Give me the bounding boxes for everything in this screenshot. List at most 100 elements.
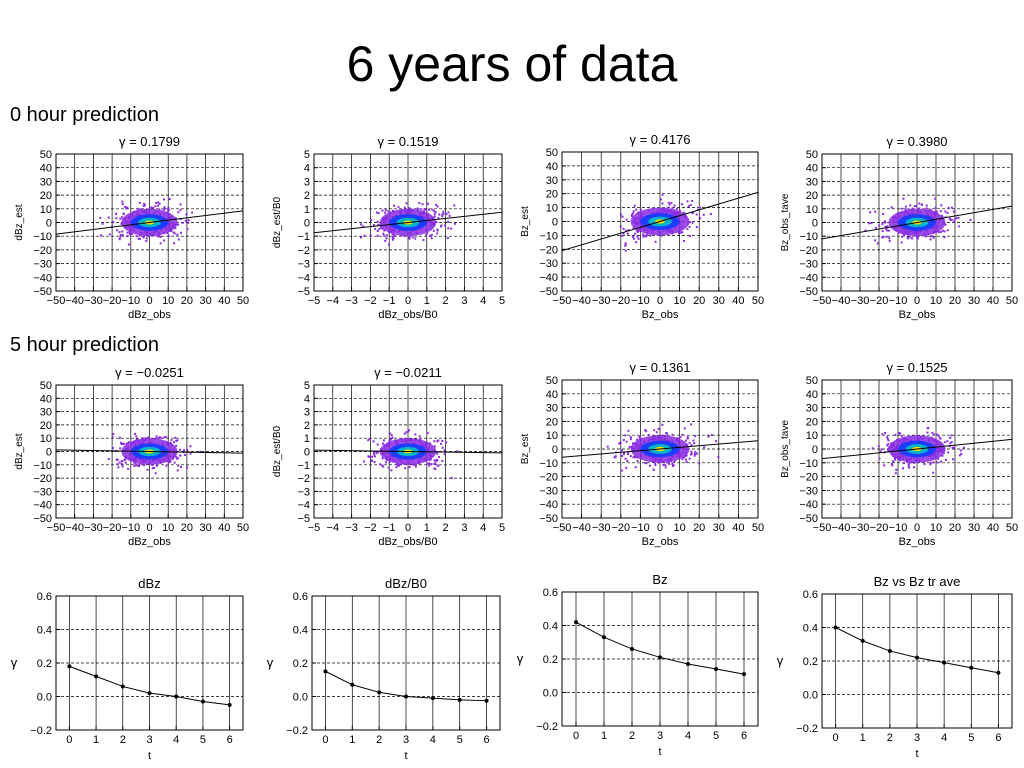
y-tick-label: 50 bbox=[806, 149, 818, 161]
scatter-point bbox=[624, 244, 627, 247]
scatter-point bbox=[120, 443, 123, 446]
scatter-point bbox=[900, 434, 903, 437]
x-tick-label: −10 bbox=[121, 295, 140, 307]
scatter-point bbox=[120, 459, 123, 462]
data-point bbox=[996, 670, 1001, 675]
scatter-point bbox=[937, 435, 940, 438]
x-tick-label: 6 bbox=[995, 732, 1001, 744]
x-tick-label: 2 bbox=[120, 734, 126, 746]
scatter-point bbox=[159, 242, 162, 245]
chart-panel-1: −50 −40 −30 −20 −10 0 10 20 30 40 5050403020100−10… bbox=[14, 134, 249, 321]
y-tick-label: −20 bbox=[539, 244, 558, 256]
x-tick-label: −30 bbox=[851, 522, 870, 534]
scatter-point bbox=[883, 220, 886, 223]
y-tick-label: −0.2 bbox=[286, 725, 308, 737]
scatter-point bbox=[944, 458, 947, 461]
x-tick-label: −40 bbox=[832, 522, 851, 534]
scatter-point bbox=[634, 232, 637, 235]
scatter-point bbox=[892, 460, 895, 463]
y-tick-label: 0 bbox=[812, 218, 818, 230]
data-point bbox=[942, 660, 947, 665]
x-tick-label: 10 bbox=[673, 522, 685, 534]
scatter-point bbox=[681, 231, 684, 234]
scatter-point bbox=[391, 436, 394, 439]
scatter-point bbox=[151, 467, 154, 470]
scatter-point bbox=[181, 221, 184, 224]
x-tick-label: −30 bbox=[592, 522, 611, 534]
y-tick-label: −50 bbox=[799, 513, 818, 525]
data-point bbox=[94, 674, 99, 679]
x-tick-label: 0 bbox=[405, 522, 411, 534]
scatter-point bbox=[186, 448, 189, 451]
scatter-point bbox=[382, 439, 385, 442]
scatter-point bbox=[448, 214, 451, 217]
scatter-point bbox=[121, 233, 124, 236]
scatter-point bbox=[176, 439, 179, 442]
scatter-point bbox=[625, 440, 628, 443]
scatter-point bbox=[678, 209, 681, 212]
chart-title: γ = 0.4176 bbox=[629, 132, 690, 147]
scatter-point bbox=[874, 210, 877, 213]
y-tick-label: −20 bbox=[33, 473, 52, 485]
scatter-point bbox=[932, 236, 935, 239]
scatter-point bbox=[927, 427, 930, 430]
scatter-point bbox=[387, 466, 390, 469]
chart-panel-12: 0 1 2 3 4 5 6 0.6 0.4 0.2 0.0 −0.2 Bz vs Bz tr ave t γ bbox=[777, 574, 1013, 760]
chart-panel-4: −50 −40 −30 −20 −10 0 10 20 30 40 5050403020100−10… bbox=[780, 134, 1018, 321]
scatter-point bbox=[438, 213, 441, 216]
scatter-point bbox=[382, 232, 385, 235]
scatter-point bbox=[890, 462, 893, 465]
scatter-point bbox=[177, 223, 180, 226]
scatter-point bbox=[444, 224, 447, 227]
scatter-point bbox=[947, 206, 950, 209]
x-tick-label: −20 bbox=[103, 522, 122, 534]
scatter-point bbox=[380, 226, 383, 229]
x-tick-label: 0 bbox=[146, 522, 152, 534]
x-tick-label: −30 bbox=[592, 295, 611, 307]
scatter-point bbox=[186, 228, 189, 231]
x-tick-label: 0 bbox=[322, 734, 328, 746]
scatter-point bbox=[436, 232, 439, 235]
scatter-point bbox=[384, 461, 387, 464]
scatter-point bbox=[929, 461, 932, 464]
scatter-point bbox=[694, 435, 697, 438]
y-tick-label: −20 bbox=[33, 245, 52, 257]
scatter-point bbox=[191, 211, 194, 214]
scatter-cloud bbox=[562, 191, 758, 252]
x-tick-label: 30 bbox=[968, 295, 980, 307]
scatter-point bbox=[412, 463, 415, 466]
x-tick-label: 4 bbox=[430, 734, 436, 746]
scatter-point bbox=[375, 211, 378, 214]
data-point bbox=[457, 697, 462, 702]
y-axis-label: Bz_est bbox=[520, 433, 531, 464]
x-tick-label: −40 bbox=[65, 295, 84, 307]
scatter-point bbox=[145, 237, 148, 240]
y-tick-label: 4 bbox=[304, 163, 310, 175]
y-tick-label: 40 bbox=[806, 163, 818, 175]
y-tick-label: −0.2 bbox=[796, 723, 818, 735]
scatter-point bbox=[135, 235, 138, 238]
scatter-point bbox=[951, 446, 954, 449]
scatter-point bbox=[433, 459, 436, 462]
scatter-point bbox=[150, 206, 153, 209]
x-tick-label: 40 bbox=[218, 522, 230, 534]
y-tick-label: −5 bbox=[297, 286, 310, 298]
y-axis-label: dBz_est bbox=[14, 204, 25, 240]
scatter-point bbox=[379, 463, 382, 466]
scatter-point bbox=[408, 466, 411, 469]
scatter-point bbox=[447, 220, 450, 223]
scatter-point bbox=[613, 456, 616, 459]
scatter-point bbox=[382, 465, 385, 468]
y-tick-label: −10 bbox=[799, 231, 818, 243]
scatter-point bbox=[886, 436, 889, 439]
scatter-point bbox=[949, 218, 952, 221]
x-tick-label: 50 bbox=[752, 522, 764, 534]
y-axis-label: Bz_obs_tave bbox=[780, 193, 791, 251]
scatter-point bbox=[391, 236, 394, 239]
x-tick-label: 40 bbox=[732, 522, 744, 534]
x-tick-label: 20 bbox=[693, 522, 705, 534]
scatter-point bbox=[878, 224, 881, 227]
scatter-point bbox=[909, 236, 912, 239]
scatter-point bbox=[666, 461, 669, 464]
scatter-point bbox=[879, 450, 882, 453]
